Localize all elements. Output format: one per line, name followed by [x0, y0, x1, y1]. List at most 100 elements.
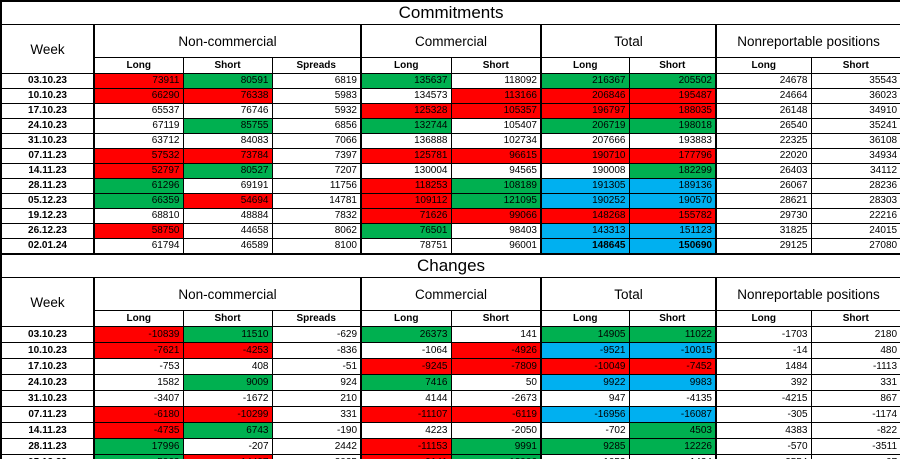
week-cell: 31.10.23 — [0, 133, 95, 149]
cell-nr-short: 27080 — [810, 238, 900, 255]
cell-total-short: 4503 — [628, 422, 717, 439]
cell-comm-short: 12906 — [450, 454, 542, 459]
cell-nr-short: 28303 — [810, 193, 900, 209]
cell-comm-long: -11153 — [360, 438, 452, 455]
commitments-group-header-row: Week Non-commercial Commercial Total Non… — [0, 24, 900, 74]
cell-comm-short: 108189 — [450, 178, 542, 194]
cell-total-short: 9983 — [628, 374, 717, 391]
table-row: 31.10.23 -3407 -1672 210 4144 -2673 947 -4135 -4… — [0, 390, 900, 407]
cell-comm-short: 98403 — [450, 223, 542, 239]
cell-nc-long: 61794 — [93, 238, 184, 255]
cell-comm-long: 125781 — [360, 148, 452, 164]
cell-nr-long: -305 — [715, 406, 812, 423]
cell-comm-short: 102734 — [450, 133, 542, 149]
changes-table: Changes Week Non-commercial Commercial T… — [0, 253, 900, 459]
week-column-header: Week — [0, 24, 95, 74]
sub-header-nc-spreads: Spreads — [271, 57, 362, 74]
cell-comm-long: 132744 — [360, 118, 452, 134]
cell-nr-short: 867 — [810, 390, 900, 407]
cell-total-short: -10015 — [628, 342, 717, 359]
cell-total-short: 198018 — [628, 118, 717, 134]
cell-total-short: 188035 — [628, 103, 717, 119]
cell-comm-long: 76501 — [360, 223, 452, 239]
cell-nc-spreads: 3025 — [271, 454, 362, 459]
sub-header-nr-short: Short — [810, 310, 900, 327]
cell-nr-short: -1113 — [810, 358, 900, 375]
cell-comm-long: 130004 — [360, 163, 452, 179]
sub-header-total-long: Long — [540, 310, 630, 327]
sub-header-nc-long: Long — [93, 57, 184, 74]
cell-total-long: -1053 — [540, 454, 630, 459]
cell-comm-long: 26373 — [360, 326, 452, 343]
week-cell: 17.10.23 — [0, 103, 95, 119]
table-row: 07.11.23 57532 73784 7397 125781 96615 190710 1… — [0, 148, 900, 164]
cell-comm-short: -4926 — [450, 342, 542, 359]
week-cell: 31.10.23 — [0, 390, 95, 407]
sub-header-comm-long: Long — [360, 310, 452, 327]
table-row: 31.10.23 63712 84083 7066 136888 102734 207666… — [0, 133, 900, 149]
cell-nc-long: -6180 — [93, 406, 184, 423]
cell-comm-long: 136888 — [360, 133, 452, 149]
cell-comm-short: 105357 — [450, 103, 542, 119]
cell-nc-spreads: 331 — [271, 406, 362, 423]
cell-nc-spreads: 6819 — [271, 73, 362, 89]
cell-nc-long: 63712 — [93, 133, 184, 149]
cell-nc-spreads: 8062 — [271, 223, 362, 239]
cell-nc-short: 76338 — [182, 88, 273, 104]
commitments-title-row: Commitments — [0, 0, 900, 25]
cell-nc-long: 65537 — [93, 103, 184, 119]
cell-total-short: 205502 — [628, 73, 717, 89]
cell-comm-long: 109112 — [360, 193, 452, 209]
cell-nc-long: -7621 — [93, 342, 184, 359]
week-cell: 14.11.23 — [0, 163, 95, 179]
cell-nc-short: -10299 — [182, 406, 273, 423]
cell-total-long: 14905 — [540, 326, 630, 343]
week-cell: 10.10.23 — [0, 342, 95, 359]
sub-header-comm-short: Short — [450, 57, 542, 74]
group-header-nonreportable: Nonreportable positions — [714, 24, 900, 58]
cell-nr-long: 24664 — [715, 88, 812, 104]
changes-title-row: Changes — [0, 253, 900, 278]
cell-nr-long: -1703 — [715, 326, 812, 343]
cell-nr-long: 24678 — [715, 73, 812, 89]
cell-nc-spreads: 2442 — [271, 438, 362, 455]
sub-header-nc-spreads: Spreads — [271, 310, 362, 327]
cell-nr-short: 24015 — [810, 223, 900, 239]
cell-nc-short: 73784 — [182, 148, 273, 164]
cell-nc-long: 67119 — [93, 118, 184, 134]
sub-header-nc-short: Short — [182, 57, 273, 74]
table-row: 10.10.23 66290 76338 5983 134573 113166 206846… — [0, 88, 900, 104]
cell-nr-long: -570 — [715, 438, 812, 455]
group-header-total: Total — [540, 277, 717, 311]
cell-comm-short: 99066 — [450, 208, 542, 224]
cell-total-long: 206846 — [540, 88, 630, 104]
cell-nc-spreads: 924 — [271, 374, 362, 391]
cell-nc-short: -207 — [182, 438, 273, 455]
cell-nc-long: 66290 — [93, 88, 184, 104]
cell-total-long: 143313 — [540, 223, 630, 239]
week-cell: 28.11.23 — [0, 438, 95, 455]
cell-nc-short: 54694 — [182, 193, 273, 209]
cell-nr-long: 392 — [715, 374, 812, 391]
cell-nr-long: 2554 — [715, 454, 812, 459]
week-cell: 03.10.23 — [0, 73, 95, 89]
sub-header-nc-long: Long — [93, 310, 184, 327]
cell-total-long: 947 — [540, 390, 630, 407]
cell-comm-long: -11107 — [360, 406, 452, 423]
cell-total-long: -10049 — [540, 358, 630, 375]
cell-nc-spreads: 11756 — [271, 178, 362, 194]
cell-nr-short: -3511 — [810, 438, 900, 455]
cell-comm-long: 135637 — [360, 73, 452, 89]
cell-comm-short: 50 — [450, 374, 542, 391]
cell-nc-short: 85755 — [182, 118, 273, 134]
table-row: 28.11.23 61296 69191 11756 118253 108189 19130… — [0, 178, 900, 194]
cell-comm-long: 118253 — [360, 178, 452, 194]
cell-nc-spreads: 14781 — [271, 193, 362, 209]
cell-nc-short: -4253 — [182, 342, 273, 359]
week-cell: 05.12.23 — [0, 193, 95, 209]
group-header-total: Total — [540, 24, 717, 58]
cell-nc-long: -10839 — [93, 326, 184, 343]
cell-nc-long: -4735 — [93, 422, 184, 439]
cell-nc-spreads: -629 — [271, 326, 362, 343]
